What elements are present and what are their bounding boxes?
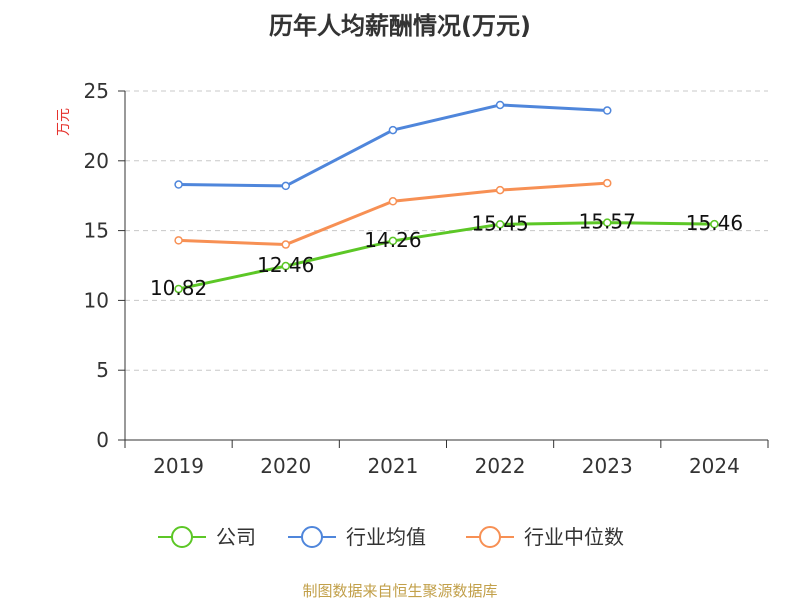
data-point — [174, 284, 183, 294]
chart-title: 历年人均薪酬情况(万元) — [269, 12, 531, 40]
data-point — [388, 236, 398, 246]
x-tick-label: 2024 — [689, 454, 740, 478]
data-point — [388, 197, 398, 206]
series-group — [174, 100, 719, 294]
data-point — [388, 125, 398, 135]
data-point — [281, 240, 290, 249]
axes: 0 5 10 15 20 25 2019 2020 2021 2022 2023 2024 — [84, 79, 769, 478]
data-label: 15.57 — [579, 210, 636, 234]
data-point — [495, 220, 505, 229]
x-tick-label: 2020 — [260, 454, 311, 478]
data-point — [495, 185, 505, 195]
y-tick-label: 15 — [84, 219, 109, 243]
series-line — [178, 221, 715, 291]
y-tick-label: 20 — [84, 149, 109, 173]
legend-marker-circle — [479, 526, 501, 548]
x-tick-label: 2022 — [475, 454, 526, 478]
legend-marker-circle — [171, 526, 193, 548]
x-tick-label: 2019 — [153, 454, 204, 478]
grid-lines — [125, 90, 768, 371]
source-note: 制图数据来自恒生聚源数据库 — [302, 582, 497, 600]
y-tick-label: 0 — [96, 428, 109, 452]
data-label: 15.46 — [686, 211, 743, 235]
data-point — [710, 219, 719, 229]
x-tick-label: 2021 — [367, 454, 418, 478]
y-tick-label: 10 — [84, 288, 109, 312]
legend-label: 行业中位数 — [524, 525, 624, 549]
legend-label: 行业均值 — [346, 525, 426, 549]
data-point — [603, 178, 612, 188]
data-point — [281, 181, 290, 191]
y-tick-label: 25 — [84, 79, 109, 103]
series-line — [178, 103, 608, 188]
data-point — [603, 218, 612, 227]
data-point — [174, 180, 183, 189]
data-label: 15.45 — [471, 211, 528, 235]
data-label: 14.26 — [364, 228, 421, 252]
x-tick-label: 2023 — [582, 454, 633, 478]
data-point — [174, 236, 183, 245]
data-label: 10.82 — [150, 276, 207, 300]
y-axis-label: 万元 — [56, 108, 72, 136]
legend-marker-circle — [301, 526, 323, 548]
data-labels: 10.82 12.46 14.26 15.45 15.57 15.46 — [150, 210, 743, 300]
data-point — [495, 100, 505, 110]
legend-label: 公司 — [216, 525, 256, 549]
y-tick-label: 5 — [96, 358, 109, 382]
data-label: 12.46 — [257, 253, 314, 277]
data-point — [603, 106, 612, 115]
legend: 公司 行业均值 行业中位数 — [158, 525, 624, 549]
data-point — [281, 261, 290, 271]
